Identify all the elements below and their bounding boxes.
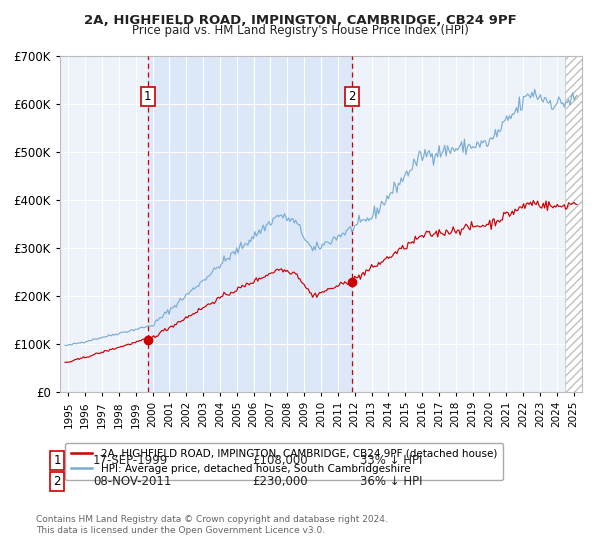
Text: Contains HM Land Registry data © Crown copyright and database right 2024.
This d: Contains HM Land Registry data © Crown c… (36, 515, 388, 535)
Bar (565, 56, 582, 392)
Text: 2: 2 (53, 475, 61, 488)
Bar (148, 56, 352, 392)
Text: 1: 1 (53, 454, 61, 467)
Text: 08-NOV-2011: 08-NOV-2011 (93, 475, 172, 488)
Text: 36% ↓ HPI: 36% ↓ HPI (360, 475, 422, 488)
Text: 33% ↓ HPI: 33% ↓ HPI (360, 454, 422, 467)
Legend: 2A, HIGHFIELD ROAD, IMPINGTON, CAMBRIDGE, CB24 9PF (detached house), HPI: Averag: 2A, HIGHFIELD ROAD, IMPINGTON, CAMBRIDGE… (65, 442, 503, 480)
Text: £108,000: £108,000 (252, 454, 308, 467)
Text: 2: 2 (349, 90, 356, 103)
Text: £230,000: £230,000 (252, 475, 308, 488)
Text: 17-SEP-1999: 17-SEP-1999 (93, 454, 168, 467)
Text: Price paid vs. HM Land Registry's House Price Index (HPI): Price paid vs. HM Land Registry's House … (131, 24, 469, 37)
Text: 1: 1 (144, 90, 151, 103)
Text: 2A, HIGHFIELD ROAD, IMPINGTON, CAMBRIDGE, CB24 9PF: 2A, HIGHFIELD ROAD, IMPINGTON, CAMBRIDGE… (83, 14, 517, 27)
